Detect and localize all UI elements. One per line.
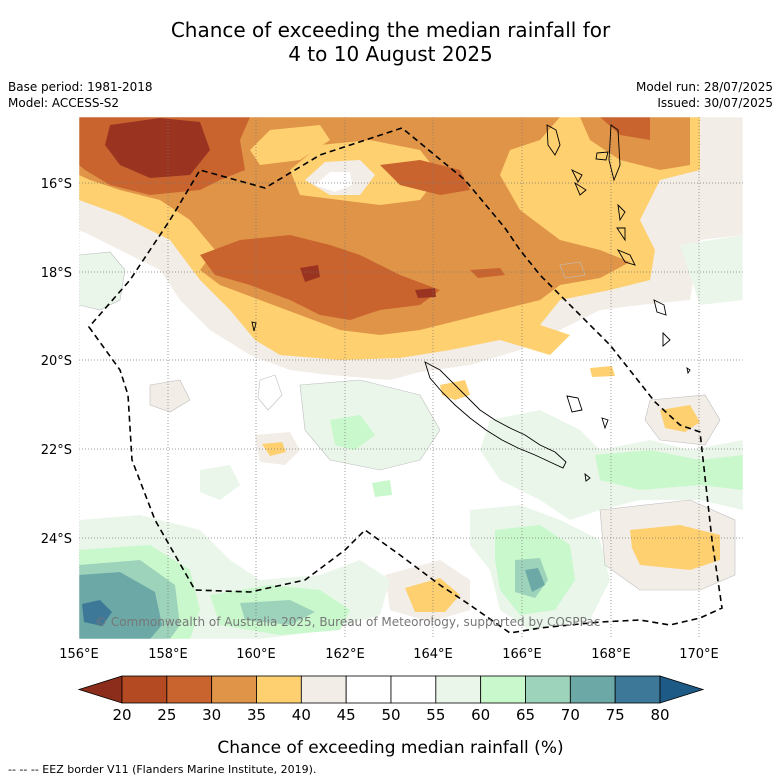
copyright-text: © Commonwealth of Australia 2025, Bureau… [95,615,600,629]
colorbar-tick-label: 30 [202,706,221,724]
contour-light-patches [250,125,440,205]
lon-tick-label: 168°E [591,647,631,662]
colorbar-arrow-high [659,675,705,704]
meta-right: Model run: 28/07/2025 Issued: 30/07/2025 [636,79,773,111]
coastlines [251,124,691,482]
gridlines [79,117,743,639]
lon-tick-label: 162°E [325,647,365,662]
colorbar-segment [525,675,571,704]
lon-tick-label: 158°E [148,647,188,662]
colorbar-segment [211,675,257,704]
vanuatu-north-coastline [546,124,561,156]
lon-tick-label: 156°E [59,647,99,662]
colorbar-label: Chance of exceeding median rainfall (%) [217,738,564,758]
eez-border [87,127,723,634]
lat-tick-label: 22°S [41,443,72,458]
colorbar-segment [166,675,213,704]
contour-lines [79,251,736,591]
lat-ticks: 16°S 18°S 20°S 22°S 24°S [41,177,72,547]
map-panel: © Commonwealth of Australia 2025, Bureau… [79,117,743,639]
meta-left: Base period: 1981-2018 Model: ACCESS-S2 [8,79,153,111]
colorbar-tick-label: 35 [247,706,266,724]
colorbar-tick-label: 50 [381,706,400,724]
colorbar-segment [256,675,302,704]
contour-75-80 [82,600,112,626]
lat-tick-label: 16°S [41,177,72,192]
contour-20-25 [105,118,436,298]
lat-tick-label: 18°S [41,266,72,281]
colorbar-tick-label: 20 [112,706,131,724]
chart-title: Chance of exceeding the median rainfall … [0,18,781,66]
lat-tick-label: 20°S [41,354,72,369]
lon-ticks: 156°E 158°E 160°E 162°E 164°E 166°E 168°… [59,647,719,662]
colorbar [77,675,705,704]
title-line-2: 4 to 10 August 2025 [288,42,493,66]
colorbar-tick-label: 55 [426,706,445,724]
base-period-text: Base period: 1981-2018 [8,80,153,94]
colorbar-segment [569,675,616,704]
colorbar-tick-label: 40 [292,706,311,724]
colorbar-segment [300,675,347,704]
colorbar-tick-label: 65 [516,706,535,724]
colorbar-tick-label: 70 [561,706,580,724]
title-line-1: Chance of exceeding the median rainfall … [170,18,611,42]
colorbar-tick-label: 75 [606,706,625,724]
colorbar-tick-label: 80 [650,706,669,724]
colorbar-tick-label: 45 [337,706,356,724]
eez-legend-text: -- -- -- EEZ border V11 (Flanders Marine… [8,763,317,776]
colorbar-segment [345,675,392,704]
colorbar-segment [614,675,661,704]
colorbar-segment [390,675,437,704]
new-caledonia-coastline [424,361,567,469]
colorbar-tick-labels: 20 25 30 35 40 45 50 55 60 65 70 75 80 [112,706,669,724]
lon-tick-label: 164°E [413,647,453,662]
colorbar-arrow-low [77,675,123,704]
colorbar-segment [121,675,168,704]
model-run-text: Model run: 28/07/2025 [635,80,773,94]
colorbar-segment [480,675,526,704]
colorbar-segment [435,675,482,704]
lat-tick-label: 24°S [41,532,72,547]
colorbar-tick-label: 25 [157,706,176,724]
colorbar-tick-label: 60 [471,706,490,724]
lon-tick-label: 160°E [236,647,276,662]
lon-tick-label: 166°E [502,647,542,662]
model-text: Model: ACCESS-S2 [8,96,120,110]
map-frame [78,116,744,640]
issued-text: Issued: 30/07/2025 [657,96,773,110]
lon-tick-label: 170°E [679,647,719,662]
